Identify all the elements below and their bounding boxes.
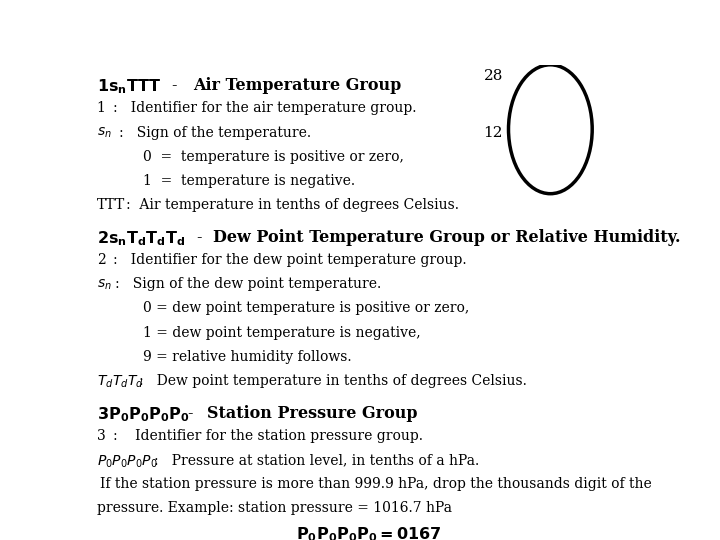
Text: $\mathbf{1s_nTTT}$: $\mathbf{1s_nTTT}$	[96, 77, 161, 96]
Text: $P_0P_0P_0P_0$: $P_0P_0P_0P_0$	[96, 453, 158, 470]
Text: Dew Point Temperature Group or Relative Humidity.: Dew Point Temperature Group or Relative …	[213, 229, 680, 246]
Text: :   Pressure at station level, in tenths of a hPa.: : Pressure at station level, in tenths o…	[154, 453, 480, 467]
Text: 0  =  temperature is positive or zero,: 0 = temperature is positive or zero,	[143, 150, 404, 164]
Text: $T_dT_dT_d$: $T_dT_dT_d$	[96, 374, 143, 390]
Text: Air Temperature Group: Air Temperature Group	[193, 77, 402, 94]
Text: If the station pressure is more than 999.9 hPa, drop the thousands digit of the: If the station pressure is more than 999…	[100, 477, 652, 491]
Text: pressure. Example: station pressure = 1016.7 hPa: pressure. Example: station pressure = 10…	[96, 502, 451, 515]
Text: 1: 1	[96, 102, 106, 116]
Text: -: -	[188, 405, 193, 422]
Text: -: -	[171, 77, 176, 94]
Text: 12: 12	[483, 126, 503, 140]
Text: :   Identifier for the air temperature group.: : Identifier for the air temperature gro…	[114, 102, 417, 116]
Text: 28: 28	[484, 69, 503, 83]
Text: :   Sign of the dew point temperature.: : Sign of the dew point temperature.	[114, 277, 381, 291]
Text: 2: 2	[96, 253, 105, 267]
Text: :   Sign of the temperature.: : Sign of the temperature.	[119, 125, 311, 139]
Text: $s_n$: $s_n$	[96, 125, 112, 140]
Text: :  Air temperature in tenths of degrees Celsius.: : Air temperature in tenths of degrees C…	[126, 198, 459, 212]
Text: -: -	[196, 229, 202, 246]
Text: 1  =  temperature is negative.: 1 = temperature is negative.	[143, 174, 355, 188]
Text: $s_n$: $s_n$	[96, 277, 112, 292]
Text: TTT: TTT	[96, 198, 125, 212]
Text: :   Dew point temperature in tenths of degrees Celsius.: : Dew point temperature in tenths of deg…	[139, 374, 527, 388]
Text: :   Identifier for the dew point temperature group.: : Identifier for the dew point temperatu…	[114, 253, 467, 267]
Text: 1 = dew point temperature is negative,: 1 = dew point temperature is negative,	[143, 326, 420, 340]
Text: 3: 3	[96, 429, 105, 443]
Text: 9 = relative humidity follows.: 9 = relative humidity follows.	[143, 349, 351, 363]
Text: :    Identifier for the station pressure group.: : Identifier for the station pressure gr…	[114, 429, 423, 443]
Text: $\mathbf{2s_nT_dT_dT_d}$: $\mathbf{2s_nT_dT_dT_d}$	[96, 229, 185, 248]
Text: $\mathbf{P_0P_0P_0P_0}$$\mathbf{= 0167}$: $\mathbf{P_0P_0P_0P_0}$$\mathbf{= 0167}$	[297, 525, 441, 540]
Text: Station Pressure Group: Station Pressure Group	[207, 405, 418, 422]
Text: 0 = dew point temperature is positive or zero,: 0 = dew point temperature is positive or…	[143, 301, 469, 315]
Text: $\mathbf{3P_0P_0P_0P_0}$: $\mathbf{3P_0P_0P_0P_0}$	[96, 405, 189, 423]
